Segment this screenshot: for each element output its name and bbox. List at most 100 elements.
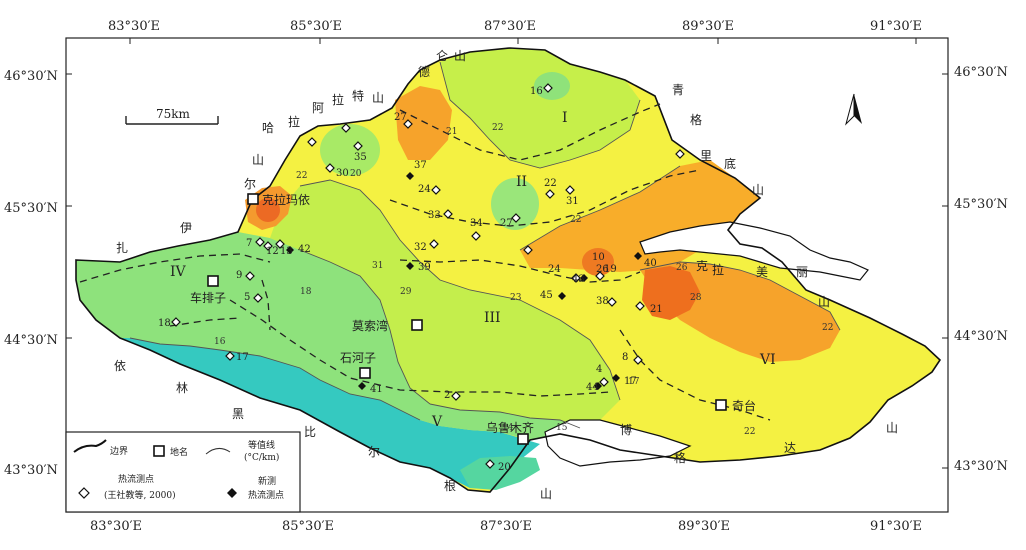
- cities: 车排子 莫索湾 石河子 奇台 乌鲁木齐 克拉玛依: [190, 192, 756, 445]
- qinggeli-2: 格: [690, 112, 702, 127]
- num-44: 44: [586, 382, 599, 393]
- boro-3: 达: [784, 441, 796, 455]
- zone-labels: I II III IV V VI: [170, 110, 776, 430]
- num-10: 10: [592, 252, 605, 263]
- zone-vi: VI: [759, 352, 776, 368]
- legend-isoline-symbol: [205, 448, 231, 455]
- station-32: [429, 239, 439, 249]
- iso-22d: 22: [570, 215, 581, 225]
- zone-iii: III: [484, 310, 501, 326]
- iso-22e: 22: [822, 323, 833, 333]
- lat-label-r2: 45°30′N: [954, 197, 1008, 212]
- city-marker-mosuowan: [411, 319, 423, 331]
- station-12: [263, 241, 273, 251]
- num-27b: 27: [500, 218, 513, 229]
- lat-label-2: 45°30′N: [4, 201, 58, 216]
- num-13: 13: [280, 246, 293, 257]
- iso-26: 26: [676, 263, 688, 273]
- station-22: [545, 189, 555, 199]
- bei-1: 比: [304, 425, 316, 439]
- lon-label-b2: 85°30′E: [282, 519, 334, 534]
- legend-boundary-symbol: [73, 439, 107, 453]
- num-31: 31: [566, 196, 579, 207]
- iso-22b: 22: [296, 171, 307, 181]
- alatau-3: 拉: [332, 92, 344, 107]
- lon-label-4: 89°30′E: [682, 19, 734, 34]
- station-27: [403, 119, 413, 129]
- iso-22c: 22: [744, 427, 755, 437]
- boro-4: 山: [886, 421, 898, 435]
- misc-6: 依: [114, 358, 126, 373]
- station-misc-2: [341, 123, 351, 133]
- station-20: [485, 459, 495, 469]
- station-33: [443, 209, 453, 219]
- legend-old-point-symbol: [78, 487, 90, 499]
- new-station-43: [580, 274, 588, 282]
- new-station-45: [558, 292, 566, 300]
- kunlun-1: 仑: [436, 49, 448, 63]
- num-20: 20: [498, 462, 511, 473]
- num-19: 19: [604, 264, 617, 275]
- station-35: [353, 141, 363, 151]
- boro-1: 博: [620, 422, 632, 437]
- lon-label-5: 91°30′E: [870, 19, 922, 34]
- legend-city: 地名: [170, 446, 188, 458]
- city-wulumuqi: 乌鲁木齐: [486, 420, 534, 435]
- num-41: 41: [370, 384, 383, 395]
- station-23: [523, 245, 533, 255]
- station-38: [607, 297, 617, 307]
- station-misc-1: [307, 137, 317, 147]
- num-17: 17: [236, 352, 249, 363]
- dashed-lines: [79, 103, 771, 421]
- num-2: 2: [444, 390, 450, 401]
- alatau-1: 拉: [288, 114, 300, 129]
- num-32: 32: [414, 242, 427, 253]
- station-2: [451, 391, 461, 401]
- num-9: 9: [236, 270, 242, 281]
- num-40: 40: [644, 258, 657, 269]
- num-12: 12: [266, 246, 279, 257]
- basin-boundary: [75, 47, 942, 493]
- isolines: [129, 61, 841, 429]
- station-31: [565, 185, 575, 195]
- city-marker-kelamayi: [247, 193, 259, 205]
- city-marker-chepaizi: [207, 275, 219, 287]
- yilin-2: 林: [176, 381, 188, 395]
- num-43: 43: [572, 274, 585, 285]
- station-17: [225, 351, 235, 361]
- alatau-5: 山: [372, 91, 384, 105]
- num-24b: 24: [548, 264, 561, 275]
- legend-new-points-2: 热流测点: [248, 489, 284, 501]
- boro-2: 格: [674, 450, 686, 465]
- lon-label-b5: 91°30′E: [870, 519, 922, 534]
- city-mosuowan: 莫索湾: [352, 318, 388, 333]
- station-16: [543, 83, 553, 93]
- kelamei-2: 拉: [712, 262, 724, 277]
- zone-v: V: [431, 414, 443, 430]
- legend-city-symbol: [153, 445, 165, 457]
- city-shihezi: 石河子: [340, 351, 376, 365]
- legend-old-points: 热流测点: [118, 473, 154, 485]
- kelamei-3: 美: [756, 265, 768, 279]
- station-26: [595, 271, 605, 281]
- lat-label-4: 43°30′N: [4, 463, 58, 478]
- new-station-41: [358, 382, 366, 390]
- station-13: [275, 239, 285, 249]
- iso-20: 20: [350, 169, 362, 179]
- city-marker-qitai: [715, 399, 727, 411]
- qinggeli-3: 里: [700, 149, 712, 163]
- misc-4: 尔: [244, 176, 256, 191]
- scale-label: 75km: [156, 107, 191, 121]
- coordinate-labels: 83°30′E 85°30′E 87°30′E 89°30′E 91°30′E …: [4, 19, 1008, 534]
- zone-i: I: [562, 110, 568, 126]
- station-7: [255, 237, 265, 247]
- zone-iv: IV: [170, 264, 187, 280]
- lat-label-r1: 46°30′N: [954, 65, 1008, 80]
- legend-new-points: 新测: [258, 475, 276, 487]
- legend-isoline: 等值线: [248, 439, 275, 451]
- north-arrow-icon: [845, 93, 862, 126]
- num-45: 45: [540, 290, 553, 301]
- num-42: 42: [298, 244, 311, 255]
- num-17b: 17: [624, 376, 637, 387]
